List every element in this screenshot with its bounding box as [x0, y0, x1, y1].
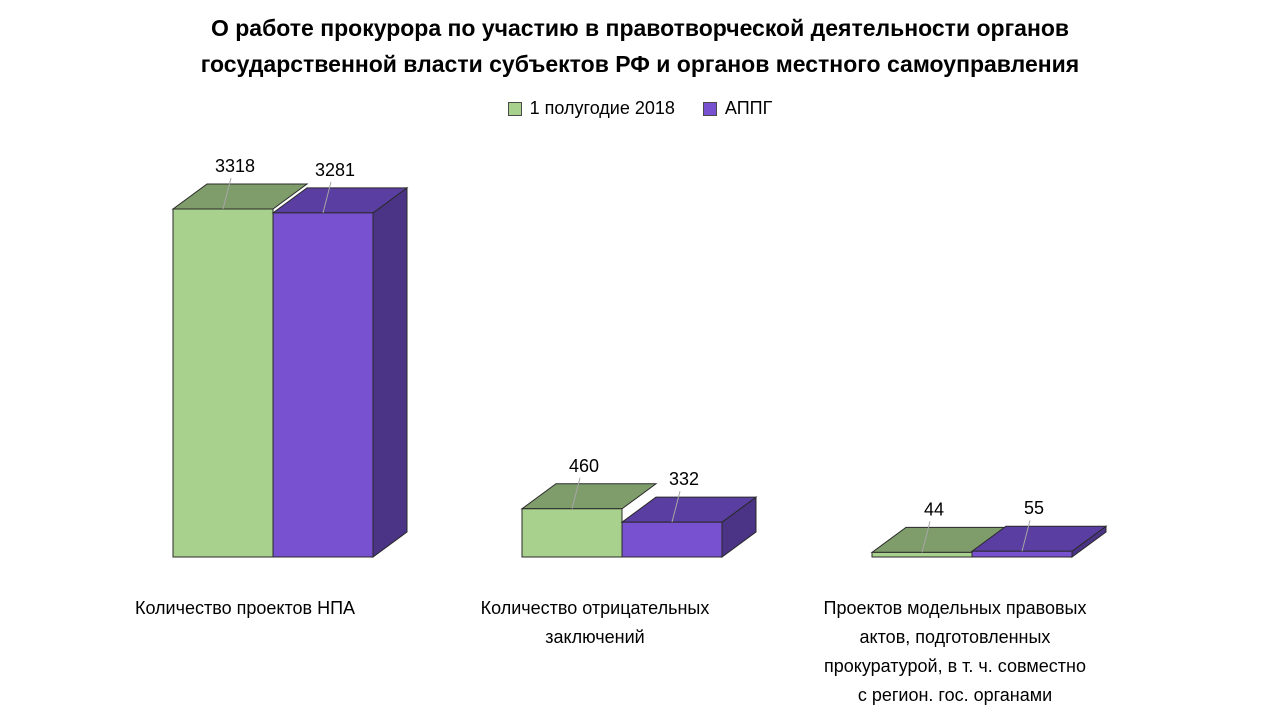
bar-s2-c2-front: [621, 521, 723, 558]
bar-s2-c3-data-label: 55: [1024, 498, 1044, 518]
legend-item-series-2: АППГ: [702, 98, 773, 119]
bar-s1-c2-data-label: 460: [569, 456, 599, 476]
bar-s1-c2-front: [521, 508, 623, 558]
legend-item-series-1: 1 полугодие 2018: [507, 98, 675, 119]
bar-s2-c2-data-label: 332: [669, 469, 699, 489]
bar-s1-c2-top: [520, 483, 658, 510]
bar-s1-c3-leader-line: [921, 521, 931, 553]
bar-s1-c1-leader-line: [222, 177, 232, 210]
category-label-npa: Количество проектов НПА: [134, 598, 356, 618]
bar-s2-c3-leader-line: [1021, 520, 1031, 552]
category-label-model-acts: Проектов модельных правовых актов, подго…: [823, 598, 1087, 705]
bar-s2-c1-data-label: 3281: [315, 160, 355, 180]
bar-s2-c1-side: [372, 186, 408, 558]
bar-s2-c2-leader-line: [671, 491, 681, 523]
legend-label-series-2: АППГ: [724, 98, 773, 118]
bar-s1-c2-leader-line: [571, 477, 581, 509]
bar-s2-c1-front: [272, 212, 374, 558]
legend: 1 полугодие 2018 АППГ: [0, 98, 1280, 119]
bar-s1-c3-data-label: 44: [924, 499, 944, 519]
chart-title: О работе прокурора по участию в правотво…: [200, 15, 1080, 77]
bar-s1-c3-front: [871, 551, 973, 558]
bar-s2-c3-front: [971, 550, 1073, 558]
bar-s1-c1-front: [172, 208, 274, 558]
legend-label-series-1: 1 полугодие 2018: [529, 98, 675, 118]
category-label-negative-conclusions: Количество отрицательных заключений: [480, 598, 710, 647]
legend-swatch-series-2: [702, 101, 717, 116]
bar-s2-c1-leader-line: [322, 181, 332, 214]
bar-s1-c1-data-label: 3318: [215, 156, 255, 176]
legend-swatch-series-1: [507, 101, 522, 116]
